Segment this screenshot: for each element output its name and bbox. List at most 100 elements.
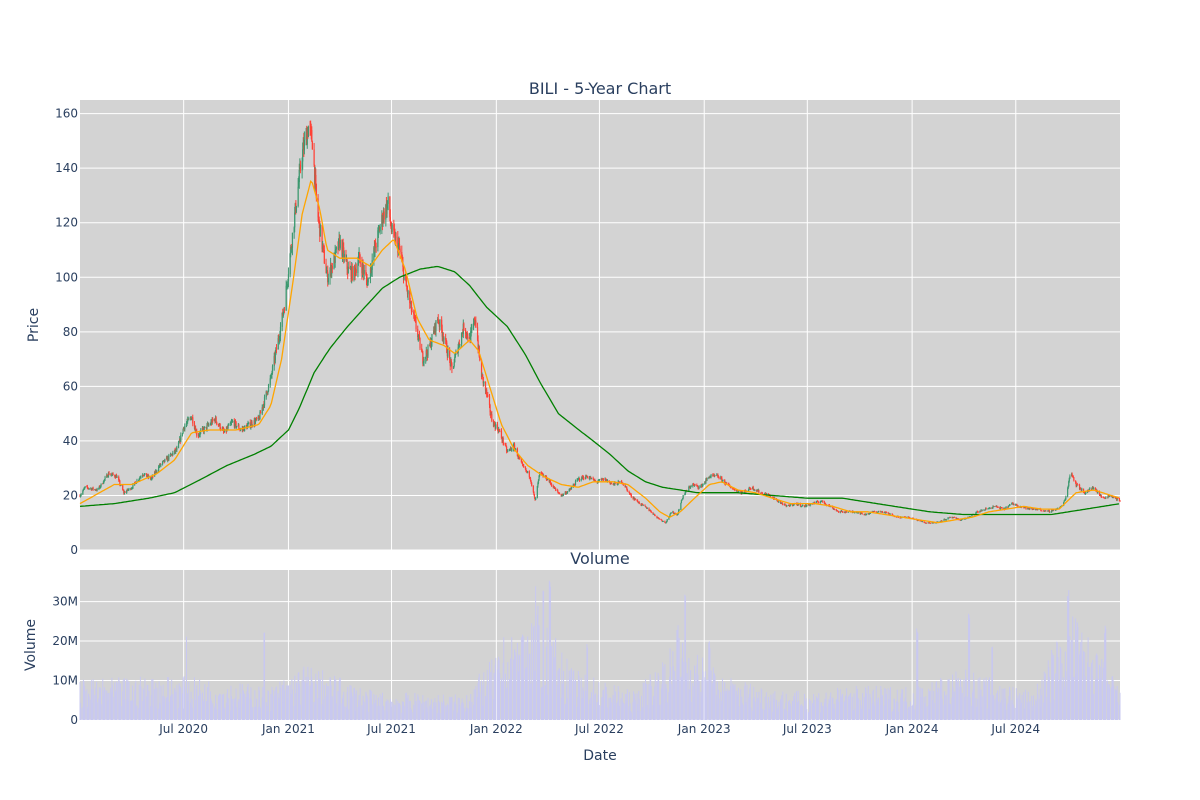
- price-y-tick-label: 60: [63, 379, 78, 393]
- candle-up: [537, 479, 540, 484]
- candle-down: [1106, 497, 1109, 499]
- candle-up: [684, 492, 687, 494]
- candle-down: [365, 275, 368, 279]
- volume-bar: [1069, 636, 1071, 720]
- candle-up: [103, 480, 105, 483]
- volume-bar: [638, 690, 640, 720]
- candle-up: [430, 342, 433, 348]
- candle-down: [533, 491, 535, 495]
- volume-bar: [198, 701, 200, 720]
- candle-up: [1009, 504, 1011, 506]
- candle-down: [255, 418, 258, 420]
- volume-bar: [929, 691, 931, 720]
- candle-down: [997, 507, 999, 508]
- volume-bar: [792, 700, 794, 720]
- volume-bar: [192, 707, 194, 720]
- volume-bar: [742, 705, 744, 720]
- volume-bar: [205, 700, 207, 720]
- candle-down: [441, 329, 443, 337]
- volume-bar: [262, 702, 264, 720]
- candle-up: [865, 514, 867, 516]
- volume-bar: [676, 630, 678, 720]
- volume-bar: [453, 710, 455, 720]
- candle-down: [817, 501, 819, 503]
- volume-bar: [297, 673, 299, 720]
- volume-bar: [260, 708, 262, 720]
- volume-bar: [848, 695, 850, 720]
- candle-up: [1011, 503, 1013, 505]
- volume-bar: [608, 697, 610, 720]
- volume-bar: [700, 696, 702, 720]
- candle-down: [616, 483, 618, 485]
- volume-bar: [617, 686, 619, 720]
- candle-up: [454, 354, 456, 358]
- volume-bar: [821, 702, 823, 720]
- candle-up: [427, 345, 429, 356]
- candle-down: [278, 338, 280, 340]
- candle-up: [570, 487, 573, 489]
- volume-bar: [248, 693, 250, 720]
- volume-bar: [861, 709, 863, 720]
- volume-bar: [844, 695, 846, 720]
- volume-bar: [853, 693, 855, 720]
- candle-up: [969, 516, 971, 517]
- volume-bar: [1012, 686, 1014, 720]
- candle-down: [418, 335, 421, 339]
- volume-bar: [1108, 684, 1110, 720]
- volume-bar: [151, 679, 153, 720]
- volume-bar: [154, 706, 156, 720]
- volume-bar: [371, 691, 373, 720]
- volume-bar: [179, 686, 181, 720]
- price-y-tick-label: 160: [55, 107, 78, 121]
- candle-up: [705, 479, 707, 483]
- volume-bar: [905, 686, 907, 720]
- volume-bar: [315, 673, 317, 720]
- candle-down: [694, 484, 696, 486]
- candle-down: [409, 303, 411, 304]
- volume-bar: [262, 686, 264, 720]
- volume-bar: [490, 672, 492, 720]
- candle-up: [561, 495, 563, 497]
- volume-bar: [928, 691, 930, 720]
- volume-bar: [326, 694, 328, 720]
- volume-bar: [414, 708, 416, 720]
- volume-bar: [1076, 630, 1078, 720]
- candle-down: [383, 211, 385, 220]
- volume-bar: [653, 696, 655, 720]
- volume-bar: [451, 696, 453, 720]
- volume-bar: [644, 682, 646, 720]
- volume-bar: [748, 697, 750, 720]
- volume-bar: [785, 693, 787, 720]
- volume-bar: [458, 708, 460, 720]
- volume-bar: [649, 708, 651, 720]
- volume-bar: [509, 683, 511, 720]
- volume-bar: [1016, 699, 1018, 720]
- volume-bar: [370, 699, 372, 720]
- candle-up: [82, 489, 85, 491]
- volume-bar: [859, 700, 861, 720]
- volume-bar: [592, 689, 594, 720]
- volume-bar: [333, 690, 335, 720]
- volume-bar: [745, 704, 747, 720]
- volume-bar: [107, 693, 109, 720]
- date-x-tick-label: Jan 2023: [677, 722, 731, 736]
- volume-bar: [522, 634, 524, 720]
- volume-bar: [1052, 655, 1054, 720]
- volume-bar: [582, 690, 584, 720]
- candle-down: [825, 504, 827, 505]
- candle-up: [971, 514, 973, 517]
- candle-up: [921, 521, 923, 523]
- volume-bar: [217, 695, 219, 720]
- volume-bar: [215, 694, 217, 720]
- candle-down: [1048, 510, 1050, 512]
- candle-up: [1081, 488, 1083, 491]
- candle-up: [677, 513, 679, 515]
- volume-bar: [989, 677, 991, 720]
- candle-up: [132, 484, 134, 488]
- candle-up: [271, 366, 274, 374]
- candle-down: [985, 508, 987, 510]
- volume-bar: [704, 671, 706, 720]
- volume-bar: [811, 703, 813, 720]
- volume-bar: [545, 686, 547, 720]
